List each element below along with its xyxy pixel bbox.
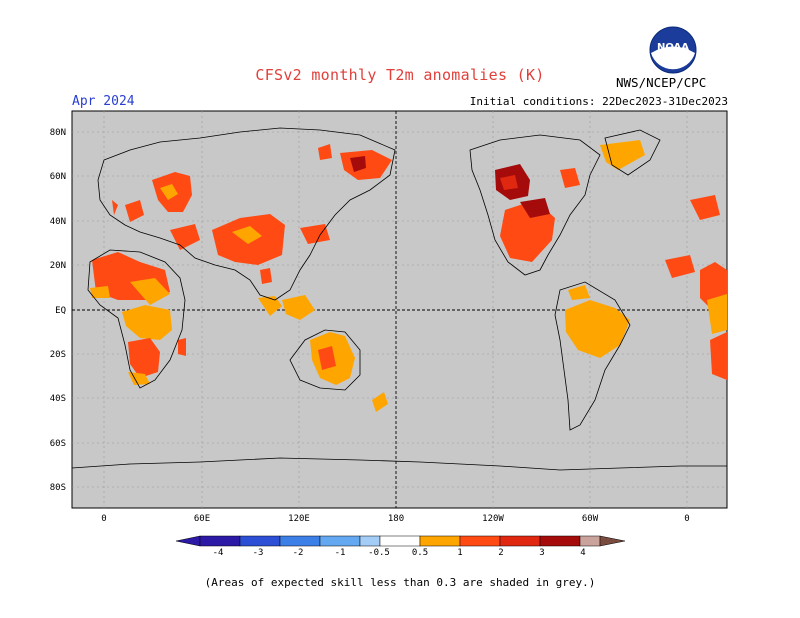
- lat-label: EQ: [55, 306, 66, 316]
- colorbar-label: -4: [213, 548, 224, 558]
- lon-label: 120E: [288, 514, 310, 524]
- colorbar-label: 2: [498, 548, 503, 558]
- svg-text:NOAA: NOAA: [657, 42, 689, 53]
- map-title: CFSv2 monthly T2m anomalies (K): [255, 66, 545, 84]
- colorbar-label: -2: [293, 548, 304, 558]
- organization-label: NWS/NCEP/CPC: [616, 75, 707, 90]
- longitude-labels: 0 60E 120E 180 120W 60W 0: [101, 514, 689, 524]
- colorbar-label: 4: [580, 548, 585, 558]
- colorbar-label: 1: [457, 548, 462, 558]
- noaa-logo-icon: NOAA: [649, 26, 697, 74]
- lat-label: 80S: [50, 483, 66, 493]
- lat-label: 20S: [50, 350, 66, 360]
- lon-label: 180: [388, 514, 404, 524]
- colorbar-min-arrow: [175, 535, 201, 547]
- lon-label: 120W: [482, 514, 504, 524]
- lon-label: 60W: [582, 514, 599, 524]
- lon-label: 60E: [194, 514, 210, 524]
- colorbar: -4 -3 -2 -1 -0.5 0.5 1 2 3 4: [175, 535, 626, 558]
- lat-label: 40N: [50, 217, 66, 227]
- latitude-labels: 80N 60N 40N 20N EQ 20S 40S 60S 80S: [50, 128, 66, 493]
- colorbar-label: -0.5: [368, 548, 390, 558]
- colorbar-bin: [279, 535, 321, 547]
- initial-conditions: Initial conditions: 22Dec2023-31Dec2023: [469, 95, 728, 108]
- colorbar-bin: [379, 535, 421, 547]
- lat-label: 80N: [50, 128, 66, 138]
- colorbar-max-arrow: [599, 535, 626, 547]
- colorbar-bin: [579, 535, 601, 547]
- colorbar-bin: [239, 535, 281, 547]
- colorbar-label: 3: [539, 548, 544, 558]
- colorbar-label: -1: [335, 548, 346, 558]
- lon-label: 0: [684, 514, 689, 524]
- colorbar-bin: [459, 535, 501, 547]
- colorbar-bin: [499, 535, 541, 547]
- lat-label: 60S: [50, 439, 66, 449]
- anomaly-patches: [90, 140, 727, 412]
- lat-label: 60N: [50, 172, 66, 182]
- lat-label: 40S: [50, 394, 66, 404]
- colorbar-bin: [539, 535, 581, 547]
- lat-label: 20N: [50, 261, 66, 271]
- colorbar-label: -3: [253, 548, 264, 558]
- colorbar-label: 0.5: [412, 548, 428, 558]
- forecast-month: Apr 2024: [72, 94, 135, 109]
- map-frame: [71, 110, 728, 509]
- lon-label: 0: [101, 514, 106, 524]
- gridlines: [72, 111, 727, 508]
- coastlines: [71, 127, 727, 471]
- colorbar-bin: [419, 535, 461, 547]
- skill-footnote: (Areas of expected skill less than 0.3 a…: [204, 576, 596, 589]
- colorbar-bin: [319, 535, 361, 547]
- colorbar-bin: [359, 535, 381, 547]
- colorbar-bin: [199, 535, 241, 547]
